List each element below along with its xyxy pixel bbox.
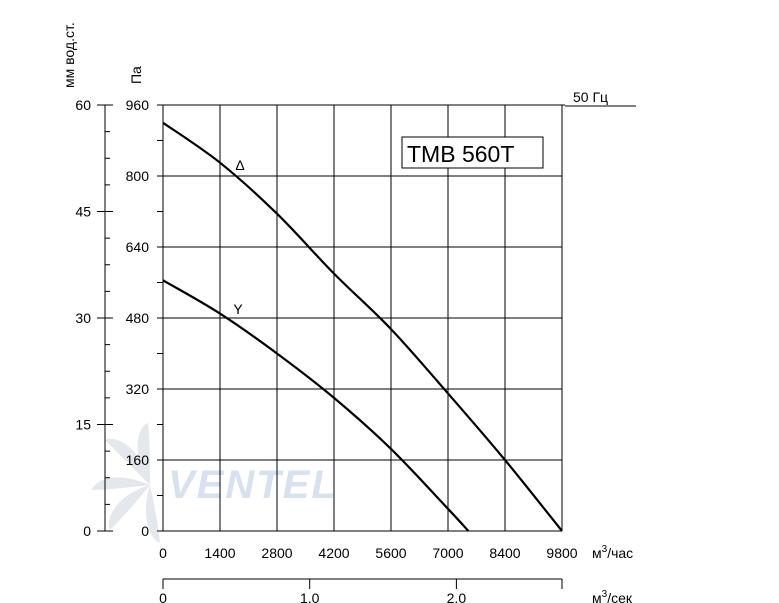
y-axis-label: Па — [128, 66, 144, 84]
x-tick-label: 4200 — [318, 545, 349, 561]
x-tick-label: 7000 — [432, 545, 463, 561]
y-tick-label: 960 — [126, 97, 150, 113]
x-tick-label: 8400 — [489, 545, 520, 561]
fan-blades-icon — [92, 423, 160, 543]
series-label: Y — [233, 301, 243, 317]
x2-tick-label: 1.0 — [300, 590, 320, 603]
y-tick-label: 320 — [126, 381, 150, 397]
x2-tick-label: 2.0 — [447, 590, 467, 603]
ventel-logo: VENTEL — [92, 423, 338, 543]
y2-tick-label: 45 — [75, 204, 91, 220]
plot-axes: 0 1400 2800 4200 5600 7000 8400 9800 0 160 320 480 6… — [75, 97, 577, 603]
plot-grid — [162, 104, 565, 532]
x2-tick-label: 0 — [159, 590, 167, 603]
x-tick-label: 9800 — [546, 545, 577, 561]
model-label-box — [401, 136, 544, 169]
y-tick-label: 480 — [126, 310, 150, 326]
series-label: Δ — [235, 157, 244, 173]
series-line-delta — [162, 121, 563, 532]
watermark-text: VENTEL — [168, 463, 338, 507]
x-tick-label: 2800 — [261, 545, 292, 561]
y-tick-label: 160 — [126, 452, 150, 468]
plot-series: ΔY — [162, 121, 563, 532]
x-tick-label: 0 — [159, 545, 167, 561]
y2-tick-label: 0 — [83, 523, 91, 539]
x-tick-label: 1400 — [204, 545, 235, 561]
x2-axis-label: м3/сек — [592, 589, 633, 603]
y-tick-label: 0 — [141, 523, 149, 539]
y2-tick-label: 15 — [75, 417, 91, 433]
x-tick-label: 5600 — [375, 545, 406, 561]
y2-axis-label: мм вод.ст. — [61, 22, 77, 88]
series-line-y — [162, 279, 470, 532]
y2-tick-label: 60 — [75, 97, 91, 113]
y-tick-label: 800 — [126, 168, 150, 184]
y-tick-label: 640 — [126, 239, 150, 255]
x-axis-label: м3/час — [592, 544, 633, 561]
y2-tick-label: 30 — [75, 310, 91, 326]
frequency-label: 50 Гц — [573, 89, 608, 105]
model-label: TMB 560T — [407, 141, 514, 167]
